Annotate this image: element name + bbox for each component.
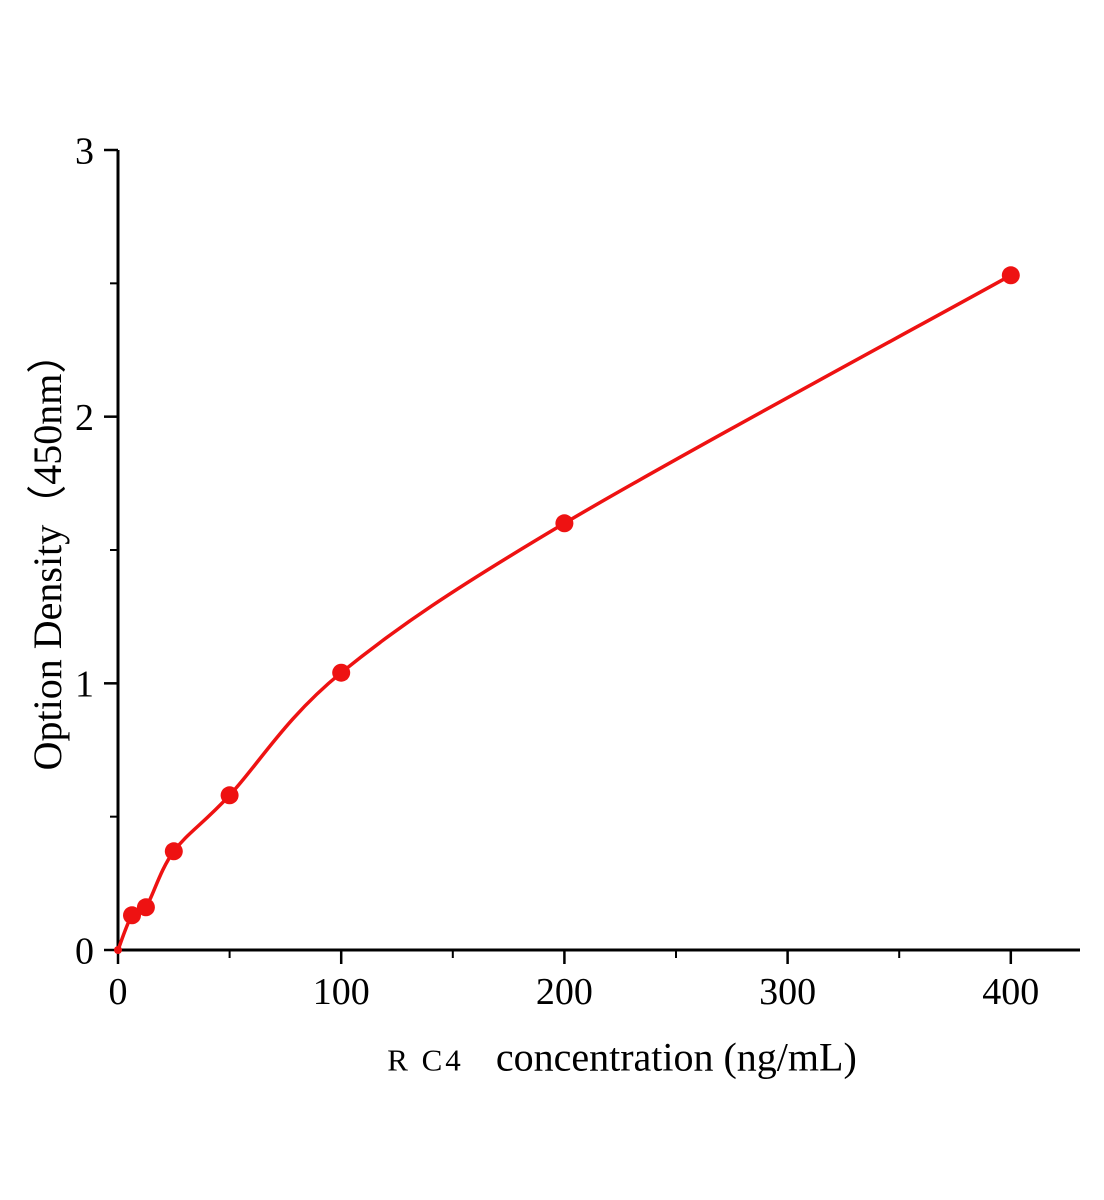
- y-tick-label: 1: [75, 664, 94, 706]
- fit-curve: [116, 273, 1013, 952]
- data-point: [1001, 266, 1020, 285]
- data-point: [136, 898, 155, 917]
- data-point: [555, 514, 574, 533]
- data-point: [123, 906, 141, 925]
- x-axis-label: R C4 concentration (ng/mL): [387, 1034, 857, 1081]
- data-point: [220, 786, 239, 805]
- x-tick-label: 100: [313, 971, 370, 1013]
- x-tick-label: 300: [759, 971, 816, 1013]
- y-axis-label: Option Density（450nm）: [25, 333, 70, 771]
- x-axis-label-prefix: R C4: [387, 1042, 464, 1078]
- data-point: [164, 842, 183, 861]
- y-tick-label: 0: [75, 930, 94, 972]
- y-tick-label: 3: [75, 130, 94, 172]
- data-point: [332, 663, 351, 682]
- x-axis-label-text: concentration (ng/mL): [495, 1034, 857, 1080]
- x-tick-label: 200: [536, 971, 593, 1013]
- x-tick-label: 400: [982, 971, 1039, 1013]
- y-tick-label: 2: [75, 397, 94, 439]
- x-tick-label: 0: [109, 971, 128, 1013]
- data-point: [114, 946, 122, 954]
